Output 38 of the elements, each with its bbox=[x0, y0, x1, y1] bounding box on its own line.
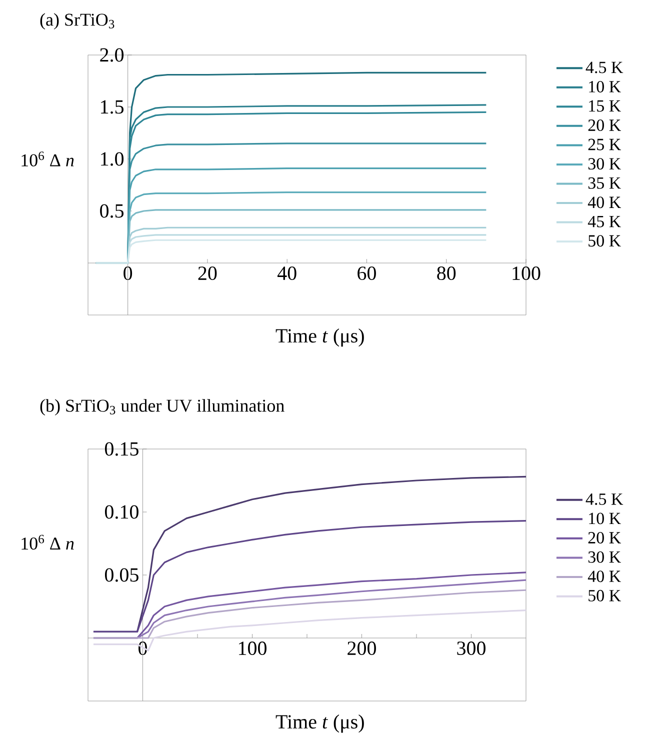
legend-label: 15 K bbox=[589, 100, 621, 112]
x-tick-label: 0 bbox=[124, 266, 132, 280]
y-tick-label: 1.0 bbox=[101, 152, 124, 166]
legend-label: 4.5 K bbox=[586, 62, 624, 74]
x-axis-title: Time t (μs) bbox=[276, 328, 364, 347]
legend-label: 50 K bbox=[588, 590, 621, 602]
legend-label: 30 K bbox=[588, 551, 621, 563]
x-tick-label: 300 bbox=[457, 642, 486, 656]
x-tick-label: 40 bbox=[277, 266, 296, 280]
x-tick-label: 80 bbox=[437, 266, 456, 280]
y-tick-label: 2.0 bbox=[100, 48, 124, 62]
x-tick-label: 100 bbox=[239, 642, 266, 656]
legend-label: 10 K bbox=[589, 512, 621, 524]
y-tick-label: 0.05 bbox=[104, 568, 138, 582]
legend-label: 50 K bbox=[588, 235, 621, 247]
chart-title: (a) SrTiO$_{3}$ bbox=[40, 13, 114, 30]
legend-label: 30 K bbox=[588, 158, 621, 170]
legend-label: 40 K bbox=[588, 570, 621, 582]
legend-label: 20 K bbox=[588, 120, 621, 131]
legend-label: 25 K bbox=[588, 138, 621, 150]
y-tick-label: 0.5 bbox=[100, 204, 124, 218]
x-tick-label: 100 bbox=[512, 266, 540, 280]
legend-label: 40 K bbox=[588, 196, 621, 208]
legend-label: 35 K bbox=[588, 177, 621, 189]
legend-label: 45 K bbox=[588, 216, 621, 228]
legend-label: 20 K bbox=[588, 532, 621, 544]
chart-title: (b) SrTiO$_{3}$ under UV illumination bbox=[40, 399, 284, 416]
legend-label: 4.5 K bbox=[586, 494, 624, 505]
x-tick-label: 20 bbox=[198, 266, 217, 280]
y-axis-title: 10$^{6}$ Δ n bbox=[22, 152, 74, 166]
y-axis-title: 10$^{6}$ Δ n bbox=[22, 534, 74, 550]
legend-label: 10 K bbox=[589, 80, 621, 92]
x-tick-label: 60 bbox=[358, 266, 376, 280]
y-tick-label: 1.5 bbox=[101, 100, 124, 114]
y-tick-label: 0.15 bbox=[104, 442, 138, 456]
x-axis-title: Time t (μs) bbox=[276, 714, 364, 733]
y-tick-label: 0.10 bbox=[104, 505, 138, 519]
x-tick-label: 200 bbox=[348, 642, 376, 656]
